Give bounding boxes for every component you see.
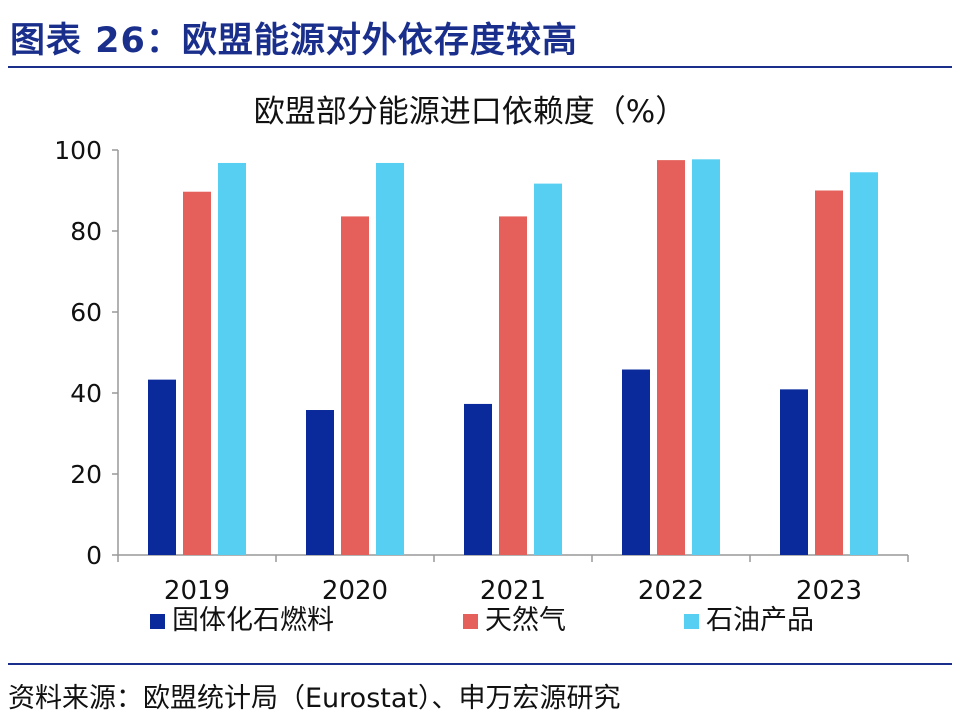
bar-chart: 欧盟部分能源进口依赖度（%） 0 20 40 60 80 100 2019 2020 2021… [54, 94, 909, 636]
y-tick-label: 100 [54, 136, 102, 165]
footer-divider [8, 663, 952, 665]
bar-1-2022 [622, 369, 650, 555]
bar-3-2019 [218, 162, 246, 555]
legend-swatch [150, 614, 165, 629]
header-divider [8, 66, 952, 68]
figure-title: 图表 26：欧盟能源对外依存度较高 [10, 21, 578, 61]
y-tick-label: 60 [70, 298, 102, 327]
x-axis: 2019 2020 2021 2022 2023 [117, 554, 909, 606]
x-tick-label: 2019 [164, 576, 230, 606]
legend-swatch [684, 614, 699, 629]
bar-3-2022 [692, 159, 720, 555]
bar-1-2019 [148, 379, 176, 555]
y-tick-label: 80 [70, 217, 102, 246]
chart-title: 欧盟部分能源进口依赖度（%） [254, 94, 686, 130]
x-tick-label: 2022 [638, 576, 704, 606]
y-axis: 0 20 40 60 80 100 [54, 136, 119, 570]
bars [148, 159, 878, 556]
legend-label: 石油产品 [706, 605, 814, 636]
y-tick-label: 0 [86, 541, 102, 570]
bar-2-2023 [815, 190, 843, 555]
bar-2-2019 [183, 191, 211, 555]
y-tick-label: 20 [70, 460, 102, 489]
bar-2-2021 [499, 216, 527, 556]
source-note: 资料来源：欧盟统计局（Eurostat）、申万宏源研究 [8, 683, 621, 714]
bar-3-2023 [850, 172, 878, 555]
legend: 固体化石燃料 天然气 石油产品 [150, 605, 814, 636]
x-tick-label: 2023 [796, 576, 862, 606]
x-tick-label: 2020 [322, 576, 388, 606]
bar-3-2021 [534, 183, 562, 556]
bar-1-2021 [464, 403, 492, 555]
y-tick-label: 40 [70, 379, 102, 408]
bar-2-2022 [657, 160, 685, 555]
legend-label: 天然气 [485, 605, 566, 636]
bar-2-2020 [341, 216, 369, 556]
legend-swatch [463, 614, 478, 629]
bar-3-2020 [376, 162, 404, 555]
legend-label: 固体化石燃料 [172, 605, 334, 636]
bar-1-2023 [780, 389, 808, 555]
x-tick-label: 2021 [480, 576, 546, 606]
bar-1-2020 [306, 410, 334, 555]
